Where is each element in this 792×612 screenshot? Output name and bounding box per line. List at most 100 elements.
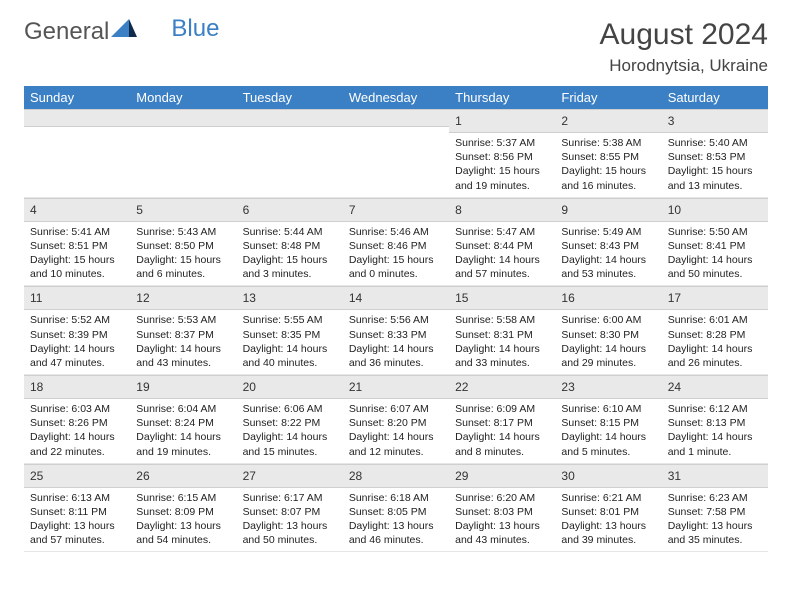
sunset-text: Sunset: 8:33 PM (349, 328, 443, 342)
day-number: 3 (668, 114, 675, 128)
day-number: 23 (561, 380, 574, 394)
day-number: 31 (668, 469, 681, 483)
day-data: Sunrise: 5:40 AMSunset: 8:53 PMDaylight:… (662, 133, 768, 197)
day-number-bar: 20 (237, 375, 343, 399)
calendar-cell: 30Sunrise: 6:21 AMSunset: 8:01 PMDayligh… (555, 463, 661, 552)
sunrise-text: Sunrise: 5:49 AM (561, 225, 655, 239)
day-number-bar: 2 (555, 109, 661, 133)
day-number-bar: 30 (555, 464, 661, 488)
calendar-week-row: 11 Sunrise: 5:52 AMSunset: 8:39 PMDayligh… (24, 286, 768, 375)
calendar-table: SundayMondayTuesdayWednesdayThursdayFrid… (24, 86, 768, 552)
sunset-text: Sunset: 8:37 PM (136, 328, 230, 342)
daylight-text: Daylight: 13 hours and 35 minutes. (668, 519, 762, 547)
day-data (343, 127, 449, 134)
sunrise-text: Sunrise: 5:38 AM (561, 136, 655, 150)
day-data: Sunrise: 5:52 AMSunset: 8:39 PMDaylight:… (24, 310, 130, 374)
day-number-bar: 14 (343, 286, 449, 310)
calendar-cell (237, 109, 343, 197)
day-number-bar: 6 (237, 198, 343, 222)
sunrise-text: Sunrise: 5:41 AM (30, 225, 124, 239)
calendar-week-row: 1Sunrise: 5:37 AMSunset: 8:56 PMDaylight… (24, 109, 768, 197)
calendar-week-row: 18Sunrise: 6:03 AMSunset: 8:26 PMDayligh… (24, 375, 768, 464)
day-number-bar: 4 (24, 198, 130, 222)
day-number-bar (343, 109, 449, 127)
sunset-text: Sunset: 8:17 PM (455, 416, 549, 430)
daylight-text: Daylight: 15 hours and 6 minutes. (136, 253, 230, 281)
day-number-bar: 29 (449, 464, 555, 488)
day-number-bar: 18 (24, 375, 130, 399)
calendar-cell: 23 Sunrise: 6:10 AMSunset: 8:15 PMDayligh… (555, 375, 661, 464)
sunrise-text: Sunrise: 5:46 AM (349, 225, 443, 239)
day-data: Sunrise: 6:15 AMSunset: 8:09 PMDaylight:… (130, 488, 236, 552)
calendar-cell: 15Sunrise: 5:58 AMSunset: 8:31 PMDayligh… (449, 286, 555, 375)
day-data: Sunrise: 6:01 AMSunset: 8:28 PMDaylight:… (662, 310, 768, 374)
daylight-text: Daylight: 15 hours and 13 minutes. (668, 164, 762, 192)
calendar-cell: 25Sunrise: 6:13 AMSunset: 8:11 PMDayligh… (24, 463, 130, 552)
day-number: 29 (455, 469, 468, 483)
daylight-text: Daylight: 15 hours and 16 minutes. (561, 164, 655, 192)
day-number: 25 (30, 469, 43, 483)
day-number: 19 (136, 380, 149, 394)
day-number: 18 (30, 380, 43, 394)
sunset-text: Sunset: 8:51 PM (30, 239, 124, 253)
day-number-bar: 25 (24, 464, 130, 488)
sunset-text: Sunset: 8:30 PM (561, 328, 655, 342)
sunset-text: Sunset: 8:15 PM (561, 416, 655, 430)
daylight-text: Daylight: 14 hours and 12 minutes. (349, 430, 443, 458)
daylight-text: Daylight: 13 hours and 43 minutes. (455, 519, 549, 547)
sunrise-text: Sunrise: 5:47 AM (455, 225, 549, 239)
day-number: 20 (243, 380, 256, 394)
day-number-bar: 12 (130, 286, 236, 310)
daylight-text: Daylight: 13 hours and 39 minutes. (561, 519, 655, 547)
day-data: Sunrise: 6:18 AMSunset: 8:05 PMDaylight:… (343, 488, 449, 552)
day-number-bar: 3 (662, 109, 768, 133)
calendar-head: SundayMondayTuesdayWednesdayThursdayFrid… (24, 86, 768, 109)
daylight-text: Daylight: 14 hours and 33 minutes. (455, 342, 549, 370)
day-header: Friday (555, 86, 661, 109)
sunset-text: Sunset: 8:56 PM (455, 150, 549, 164)
day-number: 7 (349, 203, 356, 217)
calendar-cell: 14Sunrise: 5:56 AMSunset: 8:33 PMDayligh… (343, 286, 449, 375)
daylight-text: Daylight: 14 hours and 53 minutes. (561, 253, 655, 281)
sunrise-text: Sunrise: 5:58 AM (455, 313, 549, 327)
calendar-cell: 16Sunrise: 6:00 AMSunset: 8:30 PMDayligh… (555, 286, 661, 375)
day-number: 2 (561, 114, 568, 128)
day-number: 5 (136, 203, 143, 217)
daylight-text: Daylight: 14 hours and 47 minutes. (30, 342, 124, 370)
daylight-text: Daylight: 14 hours and 40 minutes. (243, 342, 337, 370)
day-header: Saturday (662, 86, 768, 109)
day-number-bar: 9 (555, 198, 661, 222)
day-number: 11 (30, 291, 42, 305)
brand-part1: General (24, 18, 109, 46)
daylight-text: Daylight: 14 hours and 8 minutes. (455, 430, 549, 458)
sunrise-text: Sunrise: 5:43 AM (136, 225, 230, 239)
day-number-bar: 17 (662, 286, 768, 310)
calendar-cell: 17Sunrise: 6:01 AMSunset: 8:28 PMDayligh… (662, 286, 768, 375)
day-number-bar: 8 (449, 198, 555, 222)
day-data: Sunrise: 5:38 AMSunset: 8:55 PMDaylight:… (555, 133, 661, 197)
sunrise-text: Sunrise: 6:06 AM (243, 402, 337, 416)
day-number-bar: 16 (555, 286, 661, 310)
sunrise-text: Sunrise: 6:13 AM (30, 491, 124, 505)
daylight-text: Daylight: 14 hours and 57 minutes. (455, 253, 549, 281)
day-number: 9 (561, 203, 568, 217)
sunset-text: Sunset: 8:26 PM (30, 416, 124, 430)
sunset-text: Sunset: 8:44 PM (455, 239, 549, 253)
day-number: 10 (668, 203, 681, 217)
daylight-text: Daylight: 14 hours and 43 minutes. (136, 342, 230, 370)
day-number-bar: 7 (343, 198, 449, 222)
sunrise-text: Sunrise: 6:12 AM (668, 402, 762, 416)
day-number: 21 (349, 380, 362, 394)
daylight-text: Daylight: 14 hours and 15 minutes. (243, 430, 337, 458)
day-data: Sunrise: 5:50 AMSunset: 8:41 PMDaylight:… (662, 222, 768, 286)
daylight-text: Daylight: 14 hours and 5 minutes. (561, 430, 655, 458)
sunset-text: Sunset: 8:55 PM (561, 150, 655, 164)
calendar-cell: 1Sunrise: 5:37 AMSunset: 8:56 PMDaylight… (449, 109, 555, 197)
daylight-text: Daylight: 14 hours and 26 minutes. (668, 342, 762, 370)
day-number-bar: 11 (24, 286, 130, 310)
calendar-week-row: 4 Sunrise: 5:41 AMSunset: 8:51 PM Daylight… (24, 197, 768, 286)
day-data: Sunrise: 5:47 AMSunset: 8:44 PMDaylight:… (449, 222, 555, 286)
day-header: Thursday (449, 86, 555, 109)
calendar-cell: 6Sunrise: 5:44 AMSunset: 8:48 PMDaylight… (237, 197, 343, 286)
day-data: Sunrise: 6:10 AMSunset: 8:15 PMDaylight:… (555, 399, 661, 463)
